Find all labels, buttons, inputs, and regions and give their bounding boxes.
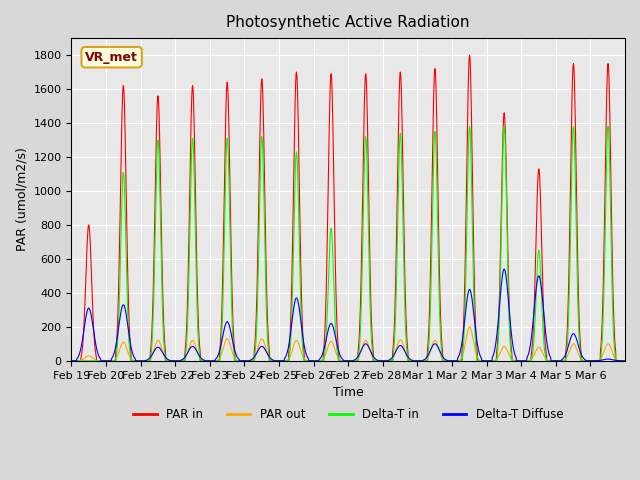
X-axis label: Time: Time (333, 386, 364, 399)
Legend: PAR in, PAR out, Delta-T in, Delta-T Diffuse: PAR in, PAR out, Delta-T in, Delta-T Dif… (129, 403, 568, 426)
Y-axis label: PAR (umol/m2/s): PAR (umol/m2/s) (15, 147, 28, 252)
Title: Photosynthetic Active Radiation: Photosynthetic Active Radiation (227, 15, 470, 30)
Text: VR_met: VR_met (85, 51, 138, 64)
